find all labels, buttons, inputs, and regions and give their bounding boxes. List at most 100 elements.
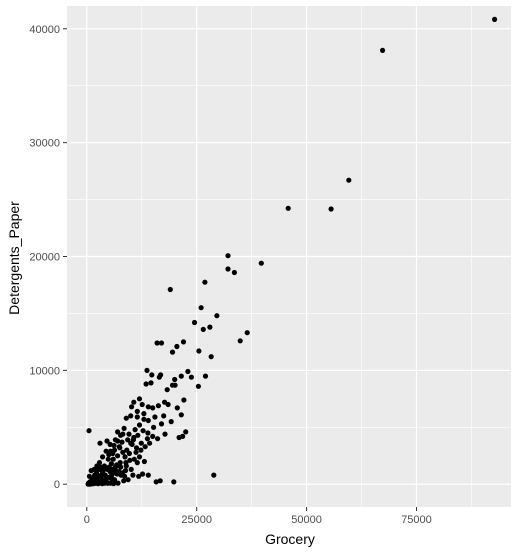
data-points <box>85 16 498 487</box>
data-point-180 <box>111 442 117 449</box>
data-point-156 <box>130 472 136 478</box>
data-point-13 <box>191 319 198 326</box>
data-point-6 <box>258 260 264 266</box>
data-point-3 <box>285 205 291 211</box>
data-point-165 <box>130 437 136 443</box>
data-point-186 <box>144 436 150 442</box>
data-point-44 <box>150 405 156 411</box>
data-point-50 <box>178 412 184 418</box>
data-point-67 <box>150 433 156 439</box>
y-tick-label-4: 40000 <box>29 24 60 36</box>
data-point-40 <box>129 404 135 410</box>
data-point-152 <box>111 481 117 487</box>
data-point-171 <box>110 456 116 462</box>
data-point-179 <box>115 438 121 444</box>
data-point-193 <box>109 472 115 478</box>
data-point-181 <box>107 448 114 454</box>
data-point-34 <box>148 380 154 386</box>
data-point-29 <box>149 372 155 378</box>
data-point-139 <box>97 440 103 446</box>
data-point-86 <box>115 453 121 459</box>
data-point-68 <box>155 436 161 442</box>
data-point-166 <box>132 427 138 433</box>
data-point-33 <box>143 381 149 387</box>
data-point-55 <box>141 416 147 422</box>
data-point-178 <box>120 431 126 437</box>
data-point-58 <box>123 415 129 421</box>
data-point-137 <box>122 468 129 474</box>
data-point-158 <box>140 471 146 477</box>
data-point-8 <box>231 269 237 276</box>
data-point-182 <box>158 372 164 378</box>
data-point-49 <box>174 405 180 411</box>
major-gridlines <box>67 6 511 507</box>
data-point-77 <box>133 445 140 451</box>
data-point-169 <box>124 447 130 453</box>
data-point-36 <box>195 383 201 389</box>
data-point-42 <box>139 401 145 408</box>
data-point-64 <box>135 432 141 438</box>
data-point-199 <box>87 481 93 487</box>
data-point-20 <box>180 339 187 345</box>
data-point-2 <box>346 177 352 183</box>
data-point-160 <box>153 479 159 485</box>
data-point-59 <box>121 425 127 431</box>
data-point-26 <box>185 368 191 375</box>
data-point-177 <box>91 466 97 472</box>
data-point-90 <box>136 454 143 460</box>
data-point-52 <box>158 421 165 427</box>
x-tick-label-1: 25000 <box>181 514 212 526</box>
data-point-4 <box>328 206 334 212</box>
x-axis-title: Grocery <box>265 531 315 547</box>
data-point-9 <box>167 286 173 293</box>
data-point-53 <box>152 414 158 420</box>
data-point-78 <box>138 447 144 453</box>
data-point-189 <box>127 457 133 463</box>
data-point-96 <box>118 464 124 470</box>
x-tick-label-0: 0 <box>84 514 90 526</box>
data-point-174 <box>100 454 106 460</box>
data-point-7 <box>225 266 231 272</box>
data-point-194 <box>104 475 110 482</box>
data-point-15 <box>200 326 206 332</box>
data-point-31 <box>178 373 184 379</box>
data-point-167 <box>136 422 143 428</box>
data-point-91 <box>141 458 147 465</box>
data-point-21 <box>174 343 180 350</box>
data-point-22 <box>169 349 176 355</box>
data-point-75 <box>125 437 131 443</box>
data-point-28 <box>172 376 178 383</box>
data-point-82 <box>120 449 126 455</box>
data-point-138 <box>86 428 92 434</box>
y-axis-ticks: 0 10000 20000 30000 40000 <box>29 24 67 491</box>
data-point-157 <box>136 473 142 479</box>
y-tick-label-3: 30000 <box>29 138 60 150</box>
data-point-11 <box>198 305 204 311</box>
x-tick-label-3: 75000 <box>401 514 432 526</box>
data-point-12 <box>214 313 220 319</box>
data-point-39 <box>136 396 143 402</box>
data-point-65 <box>140 428 146 434</box>
y-axis-title: Detergents_Paper <box>6 201 22 315</box>
data-point-56 <box>134 414 140 420</box>
data-point-192 <box>112 464 118 470</box>
data-point-10 <box>202 279 208 285</box>
data-point-98 <box>128 466 134 472</box>
data-point-154 <box>121 478 127 484</box>
x-tick-label-2: 50000 <box>291 514 322 526</box>
data-point-79 <box>142 444 148 450</box>
data-point-27 <box>188 374 194 380</box>
data-point-84 <box>107 441 113 447</box>
data-point-14 <box>244 330 250 336</box>
data-point-71 <box>183 429 189 435</box>
data-point-47 <box>165 401 171 408</box>
data-point-16 <box>207 324 213 330</box>
data-point-183 <box>164 387 170 393</box>
data-point-87 <box>122 454 128 460</box>
data-point-0 <box>492 16 498 22</box>
data-point-51 <box>168 419 174 425</box>
data-point-45 <box>155 403 161 409</box>
data-point-190 <box>123 460 129 466</box>
data-point-140 <box>104 438 110 444</box>
